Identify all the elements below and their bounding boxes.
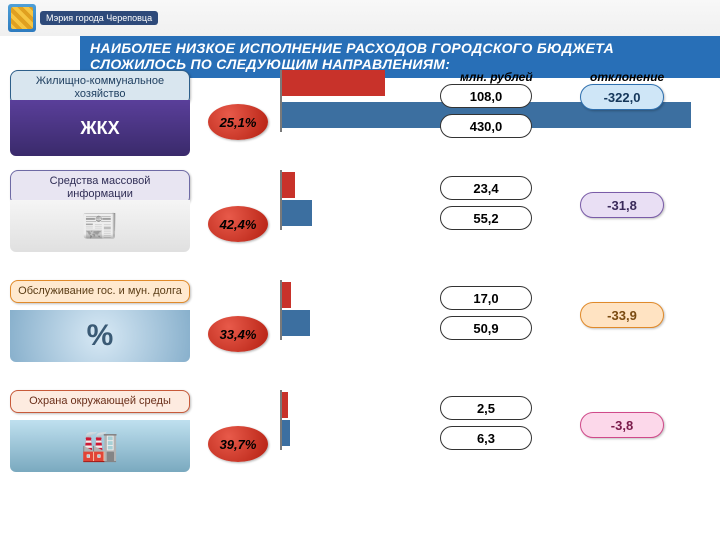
category-illustration: 📰 (10, 200, 190, 252)
budget-row: Обслуживание гос. и мун. долга% 33,4% 17,0… (0, 280, 720, 400)
value-plan: 430,0 (440, 114, 532, 138)
bar-actual (282, 282, 291, 308)
illustration-icon: 🏭 (10, 420, 190, 472)
budget-row: Охрана окружающей среды 🏭 39,7% 2,5 6,3 -3,8 (0, 390, 720, 510)
bar-plan (282, 420, 290, 446)
percent-badge: 42,4% (208, 206, 268, 242)
category-illustration: 🏭 (10, 420, 190, 472)
value-plan: 50,9 (440, 316, 532, 340)
bar-plan (282, 310, 310, 336)
value-plan: 6,3 (440, 426, 532, 450)
value-actual: 108,0 (440, 84, 532, 108)
bar-actual (282, 172, 295, 198)
category-card: Обслуживание гос. и мун. долга (10, 280, 190, 303)
org-label: Мэрия города Череповца (40, 11, 158, 25)
bar-actual (282, 70, 385, 96)
deviation-value: -3,8 (580, 412, 664, 438)
category-illustration: ЖКХ (10, 100, 190, 156)
value-actual: 17,0 (440, 286, 532, 310)
deviation-value: -33,9 (580, 302, 664, 328)
title-line-1: НАИБОЛЕЕ НИЗКОЕ ИСПОЛНЕНИЕ РАСХОДОВ ГОРО… (90, 40, 710, 56)
value-plan: 55,2 (440, 206, 532, 230)
illustration-icon: ЖКХ (10, 100, 190, 156)
illustration-icon: 📰 (10, 200, 190, 252)
bar-plan (282, 200, 312, 226)
category-illustration: % (10, 310, 190, 362)
category-card: Охрана окружающей среды (10, 390, 190, 413)
illustration-icon: % (10, 310, 190, 362)
bar-actual (282, 392, 288, 418)
city-crest-icon (8, 4, 36, 32)
value-actual: 23,4 (440, 176, 532, 200)
percent-badge: 33,4% (208, 316, 268, 352)
deviation-value: -322,0 (580, 84, 664, 110)
deviation-value: -31,8 (580, 192, 664, 218)
header-bar: Мэрия города Череповца (0, 0, 720, 36)
budget-row: Средства массовой информации📰42,4%23,455… (0, 170, 720, 290)
percent-badge: 39,7% (208, 426, 268, 462)
value-actual: 2,5 (440, 396, 532, 420)
percent-badge: 25,1% (208, 104, 268, 140)
